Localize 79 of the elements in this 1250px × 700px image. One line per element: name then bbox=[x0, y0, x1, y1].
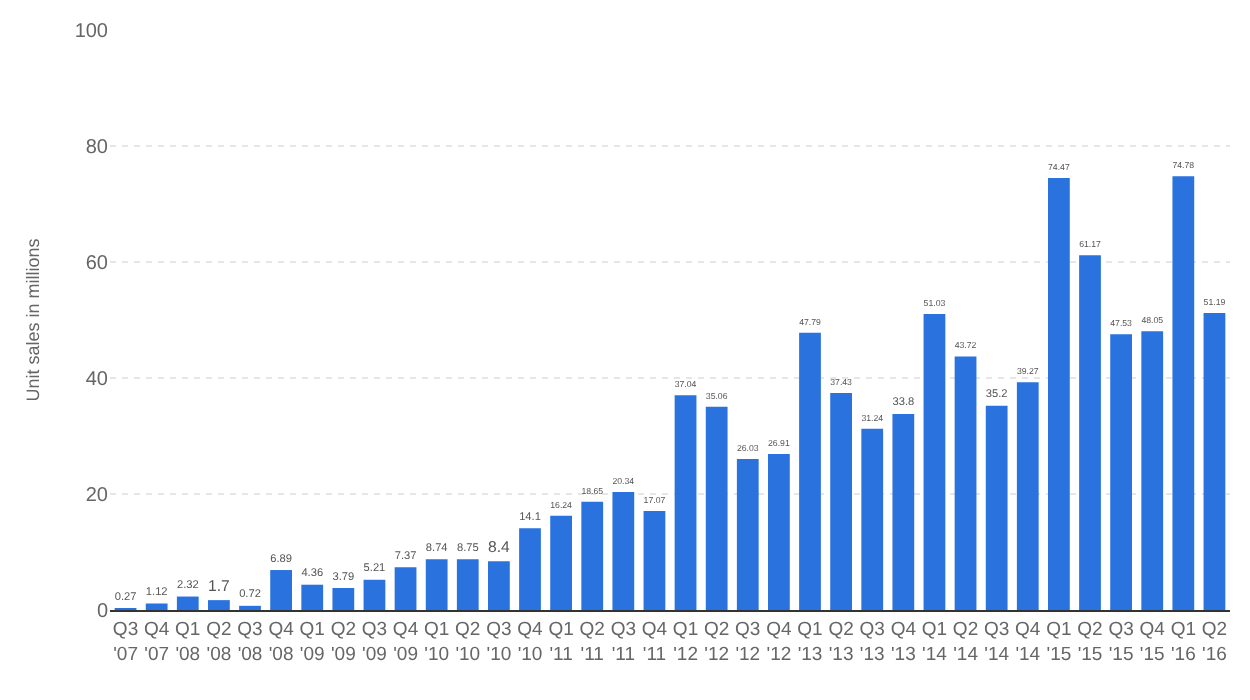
bar bbox=[519, 528, 541, 610]
bar bbox=[176, 596, 199, 610]
x-tick-label: Q2 '09 bbox=[330, 618, 357, 666]
data-label: 8.4 bbox=[488, 537, 512, 556]
bar bbox=[923, 314, 946, 610]
bar bbox=[985, 405, 1008, 610]
x-tick-label: Q4 '11 bbox=[641, 618, 668, 666]
y-tick-label: 80 bbox=[85, 137, 109, 159]
bar bbox=[736, 459, 759, 610]
x-tick-label: Q1 '12 bbox=[672, 618, 699, 666]
bar bbox=[1110, 334, 1132, 610]
x-tick-label: Q3 '13 bbox=[859, 618, 885, 666]
bar bbox=[550, 515, 572, 610]
x-tick-label: Q1 '09 bbox=[299, 618, 325, 666]
x-tick-label: Q1 '15 bbox=[1046, 618, 1072, 666]
x-tick-label: Q2 '11 bbox=[579, 618, 605, 666]
x-tick-label: Q3 '14 bbox=[983, 618, 1010, 666]
x-tick-label: Q3 '11 bbox=[610, 618, 637, 666]
x-tick-label: Q4 '14 bbox=[1015, 618, 1041, 666]
bar bbox=[892, 413, 915, 610]
bar bbox=[1172, 176, 1195, 610]
y-tick-label: 0 bbox=[96, 601, 109, 623]
bar bbox=[674, 395, 697, 610]
bar bbox=[830, 392, 852, 610]
bar bbox=[456, 559, 479, 610]
y-tick-label: 60 bbox=[85, 253, 109, 275]
bar bbox=[425, 559, 448, 610]
x-tick-label: Q1 '08 bbox=[175, 618, 201, 666]
bar bbox=[643, 511, 666, 610]
bar bbox=[145, 603, 168, 610]
x-tick-label: Q4 '13 bbox=[890, 618, 917, 666]
bar bbox=[1141, 331, 1164, 610]
bar bbox=[861, 428, 884, 610]
bar bbox=[1016, 382, 1039, 610]
x-tick-label: Q4 '10 bbox=[517, 618, 543, 666]
bar bbox=[332, 588, 355, 610]
y-axis-title: Unit sales in millions bbox=[23, 237, 44, 402]
x-tick-label: Q3 '07 bbox=[112, 618, 139, 666]
x-tick-label: Q2 '10 bbox=[455, 618, 481, 666]
bar bbox=[1203, 313, 1226, 610]
bar bbox=[1048, 178, 1070, 610]
x-tick-label: Q1 '16 bbox=[1170, 618, 1197, 666]
bar bbox=[799, 332, 821, 610]
x-tick-label: Q1 '14 bbox=[921, 618, 948, 666]
x-tick-label: Q1 '10 bbox=[423, 618, 450, 666]
x-tick-label: Q2 '15 bbox=[1077, 618, 1103, 666]
x-tick-label: Q2 '12 bbox=[703, 618, 730, 666]
bar bbox=[488, 561, 510, 610]
x-tick-label: Q3 '15 bbox=[1108, 618, 1134, 666]
bar bbox=[394, 567, 417, 610]
x-tick-label: Q3 '10 bbox=[486, 618, 512, 666]
y-tick-label: 100 bbox=[74, 21, 109, 43]
x-tick-label: Q4 '08 bbox=[268, 618, 294, 666]
x-tick-label: Q4 '09 bbox=[392, 618, 419, 666]
bar bbox=[705, 406, 728, 610]
data-label: 1.7 bbox=[208, 576, 230, 595]
x-tick-label: Q4 '12 bbox=[766, 618, 792, 666]
x-tick-label: Q3 '08 bbox=[237, 618, 263, 666]
x-tick-label: Q1 '13 bbox=[797, 618, 823, 666]
x-tick-label: Q3 '09 bbox=[361, 618, 388, 666]
x-tick-label: Q2 '13 bbox=[828, 618, 854, 666]
bar bbox=[301, 584, 324, 610]
bar bbox=[768, 453, 790, 610]
bar bbox=[208, 600, 230, 610]
x-tick-label: Q2 '14 bbox=[952, 618, 979, 666]
y-tick-label: 40 bbox=[85, 369, 109, 391]
bar bbox=[270, 570, 292, 610]
x-tick-label: Q2 '16 bbox=[1201, 618, 1228, 666]
x-tick-label: Q4 '07 bbox=[143, 618, 170, 666]
x-tick-label: Q1 '11 bbox=[548, 618, 574, 666]
bar bbox=[363, 579, 386, 610]
bar bbox=[612, 492, 635, 610]
x-tick-label: Q2 '08 bbox=[206, 618, 232, 666]
y-tick-label: 20 bbox=[85, 485, 109, 507]
bar bbox=[1079, 255, 1101, 610]
bar bbox=[581, 501, 604, 610]
x-tick-label: Q3 '12 bbox=[735, 618, 761, 666]
x-tick-label: Q4 '15 bbox=[1139, 618, 1165, 666]
bar bbox=[954, 356, 977, 610]
